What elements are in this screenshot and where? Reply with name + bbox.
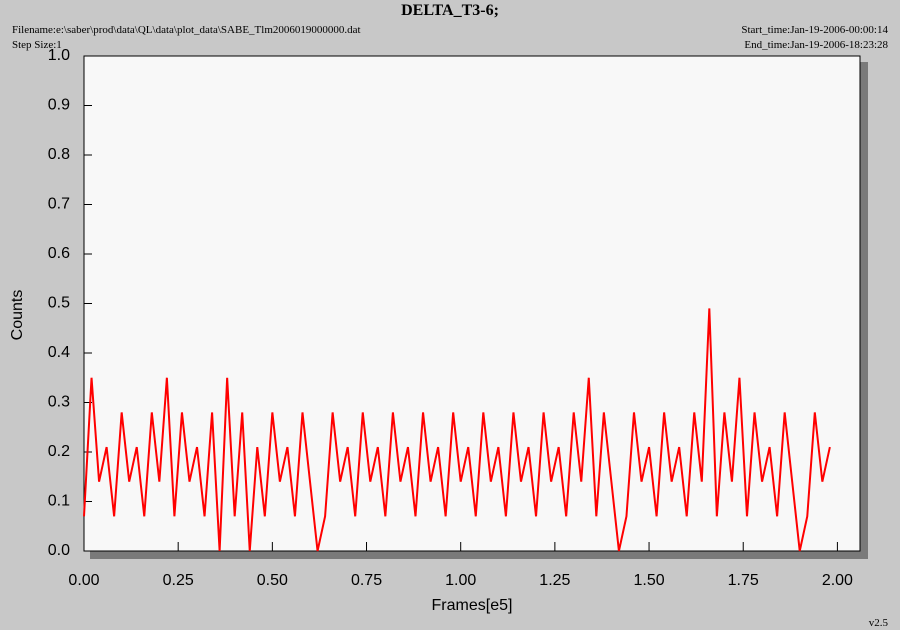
x-tick-label: 0.50 bbox=[257, 572, 288, 589]
end-time: End_time:Jan-19-2006-18:23:28 bbox=[744, 39, 888, 51]
y-tick-label: 0.5 bbox=[48, 295, 70, 312]
filename: Filename:e:\saber\prod\data\QL\data\plot… bbox=[12, 24, 361, 36]
y-tick-label: 0.2 bbox=[48, 443, 70, 460]
x-tick-label: 1.75 bbox=[728, 572, 759, 589]
chart-title: DELTA_T3-6; bbox=[401, 2, 499, 19]
x-tick-label: 1.00 bbox=[445, 572, 476, 589]
y-tick-label: 0.1 bbox=[48, 493, 70, 510]
x-tick-label: 2.00 bbox=[822, 572, 853, 589]
data-line bbox=[83, 308, 831, 552]
version: v2.5 bbox=[869, 617, 889, 629]
y-tick-label: 0.6 bbox=[48, 245, 70, 262]
x-tick-label: 1.25 bbox=[539, 572, 570, 589]
y-tick-label: 0.3 bbox=[48, 394, 70, 411]
x-tick-label: 0.75 bbox=[351, 572, 382, 589]
step-size: Step Size:1 bbox=[12, 39, 62, 51]
y-tick-label: 0.9 bbox=[48, 97, 70, 114]
x-tick-label: 0.00 bbox=[68, 572, 99, 589]
y-tick-label: 0.0 bbox=[48, 542, 70, 559]
y-tick-label: 0.4 bbox=[48, 344, 70, 361]
x-axis-label: Frames[e5] bbox=[432, 597, 513, 614]
start-time: Start_time:Jan-19-2006-00:00:14 bbox=[741, 24, 888, 36]
x-tick-label: 1.50 bbox=[633, 572, 664, 589]
y-tick-label: 0.8 bbox=[48, 146, 70, 163]
y-tick-label: 1.0 bbox=[48, 47, 70, 64]
x-tick-label: 0.25 bbox=[163, 572, 194, 589]
y-axis-label: Counts bbox=[9, 290, 26, 341]
y-tick-label: 0.7 bbox=[48, 196, 70, 213]
